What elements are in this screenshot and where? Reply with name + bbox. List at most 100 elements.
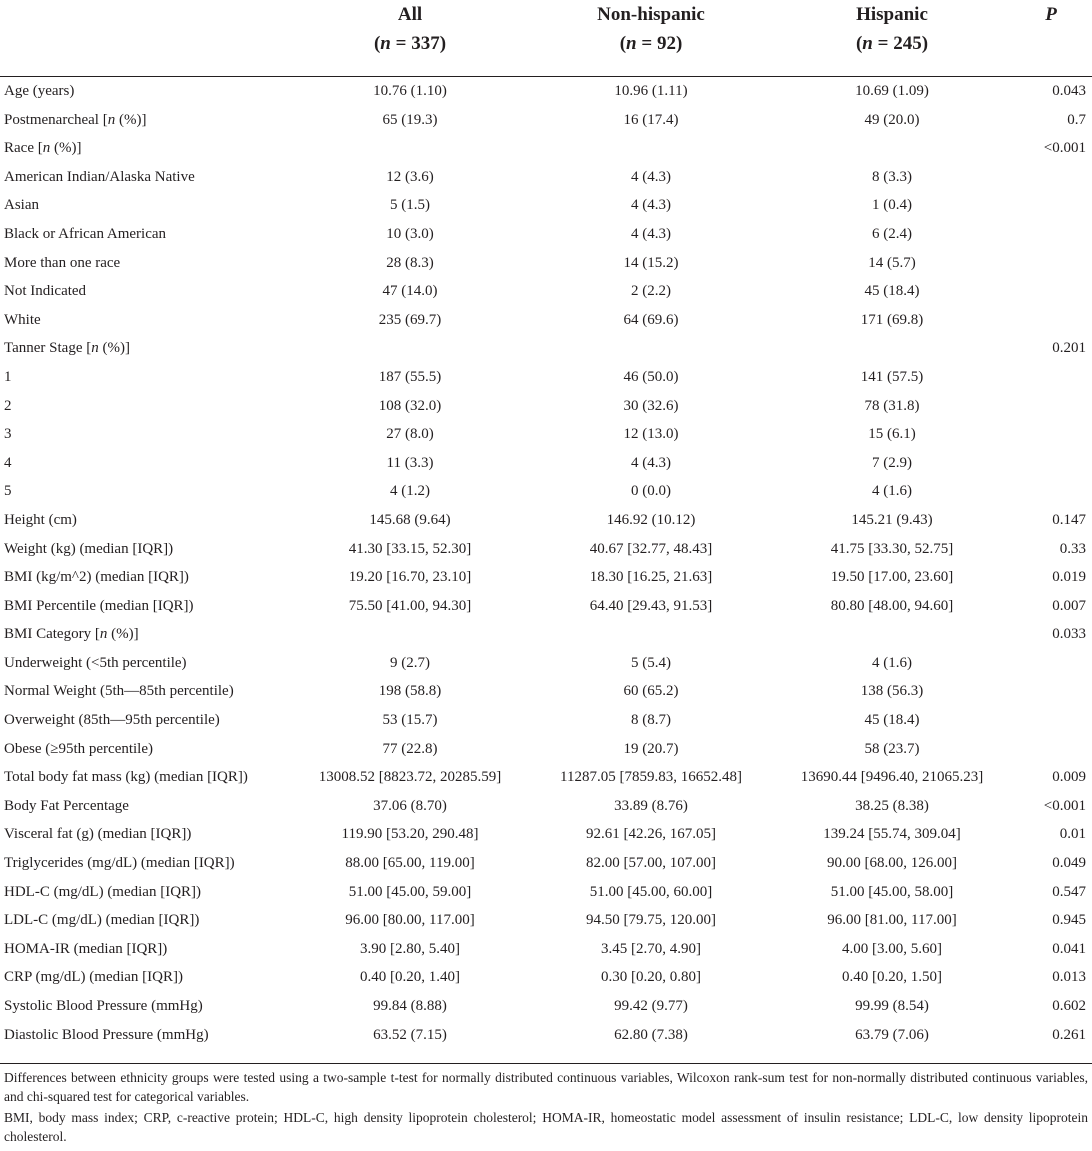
- characteristics-table: All (n = 337) Non-hispanic (n = 92) Hisp…: [0, 0, 1092, 1043]
- cell-all: 119.90 [53.20, 290.48]: [341, 826, 479, 843]
- cell-all: 47 (14.0): [382, 283, 438, 300]
- row-label: Body Fat Percentage: [4, 797, 129, 814]
- table-row: Height (cm) 145.68 (9.64) 146.92 (10.12) 14…: [0, 506, 1092, 535]
- cell-p: [1010, 420, 1092, 449]
- cell-all: 4 (1.2): [390, 483, 430, 500]
- header-p: P: [1045, 4, 1057, 25]
- cell-all: 28 (8.3): [386, 254, 434, 271]
- cell-hispanic: 90.00 [68.00, 126.00]: [827, 855, 957, 872]
- table-row: 4 11 (3.3) 4 (4.3) 7 (2.9): [0, 449, 1092, 478]
- cell-hispanic: [774, 334, 1010, 363]
- table-header-row: All (n = 337) Non-hispanic (n = 92) Hisp…: [0, 0, 1092, 62]
- cell-all: 145.68 (9.64): [369, 511, 451, 528]
- cell-p: [1010, 163, 1092, 192]
- cell-all: 198 (58.8): [378, 683, 442, 700]
- cell-hispanic: 8 (3.3): [872, 168, 912, 185]
- cell-all: 5 (1.5): [390, 197, 430, 214]
- table-row: Overweight (85th—95th percentile) 53 (15.…: [0, 706, 1092, 735]
- row-label: Obese (≥95th percentile): [4, 740, 154, 757]
- cell-p: [1010, 220, 1092, 249]
- header-nonhispanic: Non-hispanic (n = 92): [528, 0, 774, 62]
- cell-nonhispanic: 12 (13.0): [623, 426, 679, 443]
- cell-all: 75.50 [41.00, 94.30]: [348, 597, 472, 614]
- cell-p: 0.049: [1052, 855, 1086, 872]
- header-nonhispanic-n: (n = 92): [619, 33, 683, 54]
- cell-p: [1010, 392, 1092, 421]
- table-row: Weight (kg) (median [IQR]) 41.30 [33.15, …: [0, 535, 1092, 564]
- cell-all: 11 (3.3): [386, 454, 434, 471]
- cell-nonhispanic: 0.30 [0.20, 0.80]: [601, 969, 701, 986]
- cell-p: 0.007: [1052, 597, 1086, 614]
- cell-hispanic: 96.00 [81.00, 117.00]: [827, 912, 957, 929]
- cell-hispanic: 45 (18.4): [864, 712, 920, 729]
- cell-hispanic: 38.25 (8.38): [855, 797, 929, 814]
- cell-hispanic: 13690.44 [9496.40, 21065.23]: [800, 769, 984, 786]
- table-row: Not Indicated 47 (14.0) 2 (2.2) 45 (18.4): [0, 277, 1092, 306]
- row-label: Triglycerides (mg/dL) (median [IQR]): [4, 855, 235, 872]
- cell-nonhispanic: 40.67 [32.77, 48.43]: [589, 540, 713, 557]
- cell-hispanic: 51.00 [45.00, 58.00]: [830, 883, 954, 900]
- cell-all: [292, 134, 528, 163]
- row-label: Asian: [4, 197, 39, 214]
- cell-p: <0.001: [1043, 797, 1086, 814]
- row-label: HOMA-IR (median [IQR]): [4, 940, 168, 957]
- cell-all: 9 (2.7): [390, 654, 430, 671]
- cell-nonhispanic: 4 (4.3): [631, 197, 671, 214]
- cell-p: 0.7: [1067, 111, 1086, 128]
- cell-p: 0.945: [1052, 912, 1086, 929]
- cell-nonhispanic: [528, 334, 774, 363]
- cell-p: [1010, 306, 1092, 335]
- cell-nonhispanic: 94.50 [79.75, 120.00]: [586, 912, 716, 929]
- cell-hispanic: 58 (23.7): [864, 740, 920, 757]
- cell-all: 12 (3.6): [386, 168, 434, 185]
- cell-nonhispanic: 60 (65.2): [623, 683, 679, 700]
- cell-all: 88.00 [65.00, 119.00]: [345, 855, 475, 872]
- header-all-label: All: [397, 4, 423, 25]
- cell-nonhispanic: 64.40 [29.43, 91.53]: [589, 597, 713, 614]
- table-row: Race [n (%)] <0.001: [0, 134, 1092, 163]
- cell-p: 0.043: [1052, 83, 1086, 99]
- cell-hispanic: [774, 134, 1010, 163]
- row-label: American Indian/Alaska Native: [4, 168, 195, 185]
- cell-nonhispanic: 19 (20.7): [623, 740, 679, 757]
- table-row: BMI Category [n (%)] 0.033: [0, 620, 1092, 649]
- cell-p: [1010, 677, 1092, 706]
- cell-p: [1010, 706, 1092, 735]
- row-label: White: [4, 311, 41, 328]
- table-row: Black or African American 10 (3.0) 4 (4.3)…: [0, 220, 1092, 249]
- table-bottom-rule: [0, 1063, 1092, 1064]
- row-label: Weight (kg) (median [IQR]): [4, 540, 174, 557]
- cell-nonhispanic: 30 (32.6): [623, 397, 679, 414]
- row-label: Race [n (%)]: [4, 140, 82, 157]
- cell-all: 51.00 [45.00, 59.00]: [348, 883, 472, 900]
- row-label: BMI (kg/m^2) (median [IQR]): [4, 569, 189, 586]
- row-label: Underweight (<5th percentile): [4, 654, 187, 671]
- row-label: HDL-C (mg/dL) (median [IQR]): [4, 883, 202, 900]
- cell-all: 41.30 [33.15, 52.30]: [348, 540, 472, 557]
- cell-all: 37.06 (8.70): [373, 797, 447, 814]
- cell-p: 0.01: [1059, 826, 1086, 843]
- cell-all: [292, 620, 528, 649]
- cell-nonhispanic: 14 (15.2): [623, 254, 679, 271]
- table-row: Asian 5 (1.5) 4 (4.3) 1 (0.4): [0, 191, 1092, 220]
- cell-p: 0.261: [1052, 1026, 1086, 1043]
- cell-nonhispanic: [528, 134, 774, 163]
- table-row: HOMA-IR (median [IQR]) 3.90 [2.80, 5.40] 3…: [0, 935, 1092, 964]
- header-hispanic-label: Hispanic: [856, 4, 928, 25]
- footnote-abbreviations: BMI, body mass index; CRP, c-reactive pr…: [4, 1110, 1088, 1144]
- cell-hispanic: 0.40 [0.20, 1.50]: [842, 969, 942, 986]
- cell-nonhispanic: 5 (5.4): [631, 654, 671, 671]
- cell-p: 0.201: [1052, 340, 1086, 357]
- table-row: White 235 (69.7) 64 (69.6) 171 (69.8): [0, 306, 1092, 335]
- cell-nonhispanic: 62.80 (7.38): [614, 1026, 688, 1043]
- cell-all: 99.84 (8.88): [373, 998, 447, 1014]
- cell-p: 0.602: [1052, 998, 1086, 1014]
- cell-all: 10 (3.0): [386, 225, 434, 242]
- row-label: Total body fat mass (kg) (median [IQR]): [4, 769, 248, 786]
- table-row: CRP (mg/dL) (median [IQR]) 0.40 [0.20, 1.…: [0, 963, 1092, 992]
- row-label: LDL-C (mg/dL) (median [IQR]): [4, 912, 200, 929]
- table-row: Total body fat mass (kg) (median [IQR]) 1…: [0, 763, 1092, 792]
- cell-hispanic: 80.80 [48.00, 94.60]: [830, 597, 954, 614]
- cell-nonhispanic: 18.30 [16.25, 21.63]: [589, 569, 713, 586]
- row-label: 3: [4, 426, 12, 443]
